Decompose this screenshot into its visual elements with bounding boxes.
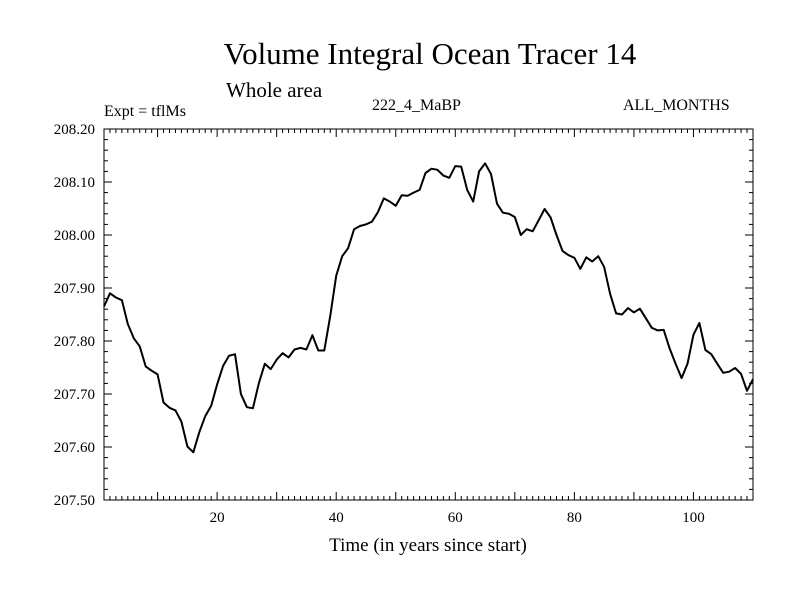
experiment-label: Expt = tflMs xyxy=(104,103,186,120)
tick-labels: 20 40 60 80 100 207.50 207.60 207.70 207.80 207.9… xyxy=(54,122,705,526)
y-tick-label: 207.90 xyxy=(54,281,95,297)
x-tick-label: 100 xyxy=(682,510,705,526)
y-tick-label: 207.80 xyxy=(54,334,95,350)
x-tick-label: 20 xyxy=(210,510,225,526)
x-tick-label: 40 xyxy=(329,510,344,526)
chart-title: Volume Integral Ocean Tracer 14 xyxy=(223,36,637,71)
y-tick-label: 207.60 xyxy=(54,440,95,456)
run-label: 222_4_MaBP xyxy=(372,97,461,114)
y-tick-label: 208.10 xyxy=(54,175,95,191)
y-tick-label: 208.00 xyxy=(54,228,95,244)
y-tick-label: 207.70 xyxy=(54,387,95,403)
months-label: ALL_MONTHS xyxy=(623,97,730,114)
x-tick-label: 80 xyxy=(567,510,582,526)
axis-ticks xyxy=(103,128,754,501)
x-tick-label: 60 xyxy=(448,510,463,526)
series-line xyxy=(103,162,754,454)
x-axis-label: Time (in years since start) xyxy=(329,535,527,556)
y-tick-label: 208.20 xyxy=(54,122,95,138)
y-tick-label: 207.50 xyxy=(54,493,95,509)
plot-frame xyxy=(103,128,754,501)
chart-subtitle: Whole area xyxy=(226,78,323,102)
